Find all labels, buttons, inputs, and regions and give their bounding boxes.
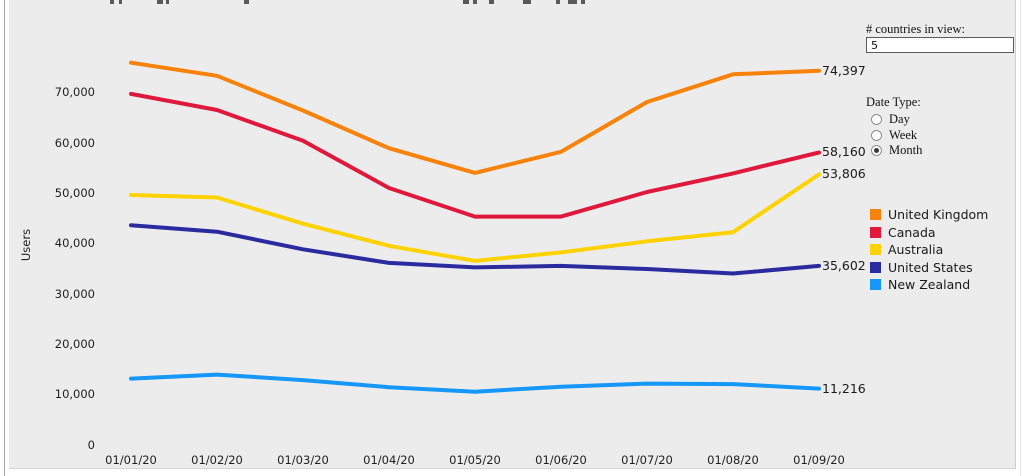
- radio-option-day[interactable]: Day: [871, 112, 910, 127]
- legend-swatch-icon: [870, 279, 881, 291]
- window-left-edge: [4, 0, 5, 476]
- countries-in-view-input[interactable]: [866, 37, 1014, 53]
- series-end-label: 74,397: [822, 62, 866, 78]
- y-tick-label: 30,000: [54, 286, 95, 301]
- series-line-united-kingdom[interactable]: [129, 60, 821, 175]
- y-tick-label: 70,000: [54, 85, 95, 100]
- x-tick-label: 01/03/20: [277, 453, 329, 467]
- radio-unselected-icon[interactable]: [871, 114, 882, 125]
- legend-swatch-icon: [870, 226, 881, 238]
- legend-item-australia[interactable]: Australia: [870, 241, 988, 259]
- legend-label: United States: [888, 259, 973, 275]
- legend-label: Australia: [888, 242, 944, 258]
- series-line-united-states[interactable]: [129, 223, 821, 276]
- legend-swatch-icon: [870, 261, 881, 273]
- legend-item-united-kingdom[interactable]: United Kingdom: [870, 206, 988, 224]
- series-end-label: 58,160: [822, 144, 866, 160]
- y-tick-label: 40,000: [54, 236, 95, 251]
- legend-item-canada[interactable]: Canada: [870, 224, 988, 242]
- radio-option-week[interactable]: Week: [871, 128, 917, 143]
- y-tick-label: 10,000: [54, 387, 95, 402]
- x-tick-label: 01/05/20: [449, 453, 501, 467]
- legend: United Kingdom Canada Australia United Stat…: [870, 206, 988, 294]
- legend-label: Canada: [888, 224, 936, 240]
- radio-option-label: Day: [889, 112, 910, 126]
- y-tick-label: 20,000: [54, 336, 95, 351]
- radio-selected-icon[interactable]: [871, 145, 882, 156]
- series-line-new-zealand[interactable]: [129, 372, 821, 394]
- legend-swatch-icon: [870, 209, 881, 221]
- y-tick-label: 0: [87, 437, 95, 452]
- legend-item-united-states[interactable]: United States: [870, 259, 988, 277]
- legend-item-new-zealand[interactable]: New Zealand: [870, 276, 988, 294]
- window-right-edge: [1020, 0, 1021, 476]
- y-tick-label: 60,000: [54, 135, 95, 150]
- radio-unselected-icon[interactable]: [871, 129, 882, 141]
- x-tick-label: 01/08/20: [707, 453, 759, 467]
- series-end-label: 53,806: [822, 166, 866, 182]
- x-tick-label: 01/07/20: [621, 453, 673, 467]
- x-tick-label: 01/09/20: [793, 453, 845, 467]
- radio-option-month[interactable]: Month: [871, 143, 922, 158]
- radio-option-label: Week: [889, 127, 918, 142]
- legend-label: New Zealand: [888, 277, 971, 293]
- series-line-canada[interactable]: [129, 91, 821, 219]
- y-tick-label: 50,000: [54, 186, 95, 200]
- radio-option-label: Month: [889, 143, 923, 157]
- x-tick-label: 01/02/20: [191, 453, 243, 467]
- legend-swatch-icon: [870, 244, 881, 256]
- x-tick-label: 01/01/20: [105, 453, 157, 467]
- date-type-label: Date Type:: [866, 95, 921, 109]
- series-end-label: 35,602: [822, 257, 866, 273]
- series-line-australia[interactable]: [129, 172, 821, 263]
- series-end-label: 11,216: [822, 380, 866, 396]
- x-tick-label: 01/04/20: [363, 453, 415, 467]
- countries-in-view-label: # countries in view:: [866, 22, 965, 36]
- legend-label: United Kingdom: [888, 207, 989, 223]
- x-tick-label: 01/06/20: [535, 453, 587, 467]
